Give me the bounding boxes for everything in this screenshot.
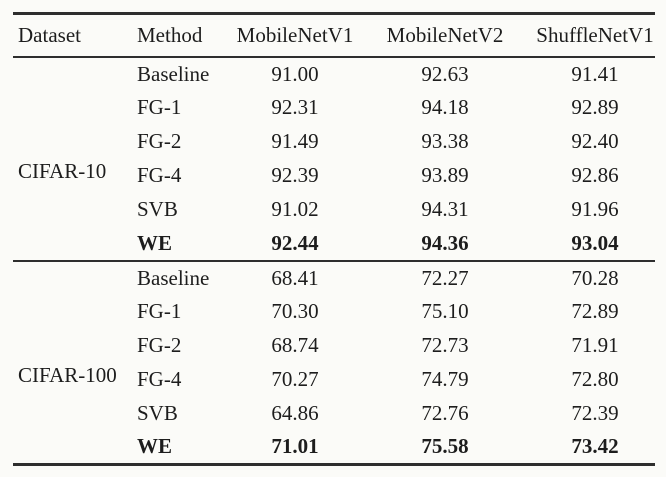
column-header-shufflenetv1: ShuffleNetV1 <box>536 22 654 47</box>
method-cell: SVB <box>137 197 178 221</box>
value-cell: 73.42 <box>571 434 619 459</box>
value-cell: 91.49 <box>271 129 319 153</box>
column-header-mobilenetv1: MobileNetV1 <box>236 22 354 47</box>
value-cell: 94.36 <box>421 230 469 255</box>
results-table: Dataset Method MobileNetV1 MobileNetV2 S… <box>13 12 655 466</box>
section-cifar-10: CIFAR-10 Baseline 91.00 92.63 91.41 FG-1… <box>13 57 655 261</box>
value-cell: 94.18 <box>421 95 469 119</box>
section-cifar-100: CIFAR-100 Baseline 68.41 72.27 70.28 FG-… <box>13 261 655 465</box>
table-row: SVB 64.86 72.76 72.39 <box>13 397 655 431</box>
table-row: FG-1 92.31 94.18 92.89 <box>13 91 655 125</box>
value-cell: 68.41 <box>271 265 319 290</box>
value-cell: 92.86 <box>571 163 619 187</box>
value-cell: 75.10 <box>421 299 469 323</box>
method-cell: FG-1 <box>137 95 182 119</box>
table-row: FG-4 70.27 74.79 72.80 <box>13 363 655 397</box>
table-row-best: WE 92.44 94.36 93.04 <box>13 227 655 261</box>
method-cell: FG-4 <box>137 163 182 187</box>
table-row: FG-1 70.30 75.10 72.89 <box>13 295 655 329</box>
value-cell: 92.31 <box>271 95 319 119</box>
table-row: CIFAR-10 Baseline 91.00 92.63 91.41 <box>13 57 655 182</box>
dataset-label-cifar-10: CIFAR-10 <box>18 159 107 183</box>
value-cell: 70.28 <box>571 265 619 290</box>
value-cell: 64.86 <box>271 401 319 425</box>
value-cell: 72.27 <box>421 265 469 290</box>
value-cell: 92.44 <box>271 230 319 255</box>
value-cell: 93.38 <box>421 129 469 153</box>
value-cell: 75.58 <box>421 434 469 459</box>
table-row: FG-2 91.49 93.38 92.40 <box>13 125 655 159</box>
method-cell: FG-1 <box>137 299 182 323</box>
method-cell: WE <box>137 230 173 255</box>
method-cell: Baseline <box>137 265 210 290</box>
value-cell: 93.04 <box>571 230 619 255</box>
value-cell: 92.39 <box>271 163 319 187</box>
column-header-dataset: Dataset <box>18 22 81 47</box>
method-cell: Baseline <box>137 61 210 86</box>
value-cell: 72.80 <box>571 367 619 391</box>
value-cell: 92.40 <box>571 129 619 153</box>
table-row-best: WE 71.01 75.58 73.42 <box>13 431 655 465</box>
value-cell: 70.30 <box>271 299 319 323</box>
value-cell: 91.41 <box>571 61 619 86</box>
method-cell: FG-4 <box>137 367 182 391</box>
value-cell: 72.89 <box>571 299 619 323</box>
value-cell: 72.39 <box>571 401 619 425</box>
method-cell: FG-2 <box>137 333 182 357</box>
value-cell: 93.89 <box>421 163 469 187</box>
value-cell: 72.76 <box>421 401 469 425</box>
table-row: SVB 91.02 94.31 91.96 <box>13 193 655 227</box>
header-row: Dataset Method MobileNetV1 MobileNetV2 S… <box>13 14 655 57</box>
table-row: FG-2 68.74 72.73 71.91 <box>13 329 655 363</box>
value-cell: 92.63 <box>421 61 469 86</box>
value-cell: 91.00 <box>271 61 319 86</box>
table-row: CIFAR-100 Baseline 68.41 72.27 70.28 <box>13 261 655 385</box>
value-cell: 74.79 <box>421 367 469 391</box>
value-cell: 71.91 <box>571 333 619 357</box>
value-cell: 91.96 <box>571 197 619 221</box>
value-cell: 92.89 <box>571 95 619 119</box>
value-cell: 71.01 <box>271 434 319 459</box>
method-cell: SVB <box>137 401 178 425</box>
method-cell: FG-2 <box>137 129 182 153</box>
table-row: FG-4 92.39 93.89 92.86 <box>13 159 655 193</box>
value-cell: 70.27 <box>271 367 319 391</box>
column-header-method: Method <box>137 22 203 47</box>
dataset-label-cifar-100: CIFAR-100 <box>18 362 117 387</box>
column-header-mobilenetv2: MobileNetV2 <box>386 22 504 47</box>
value-cell: 72.73 <box>421 333 469 357</box>
value-cell: 68.74 <box>271 333 319 357</box>
value-cell: 94.31 <box>421 197 469 221</box>
method-cell: WE <box>137 434 173 459</box>
value-cell: 91.02 <box>271 197 319 221</box>
